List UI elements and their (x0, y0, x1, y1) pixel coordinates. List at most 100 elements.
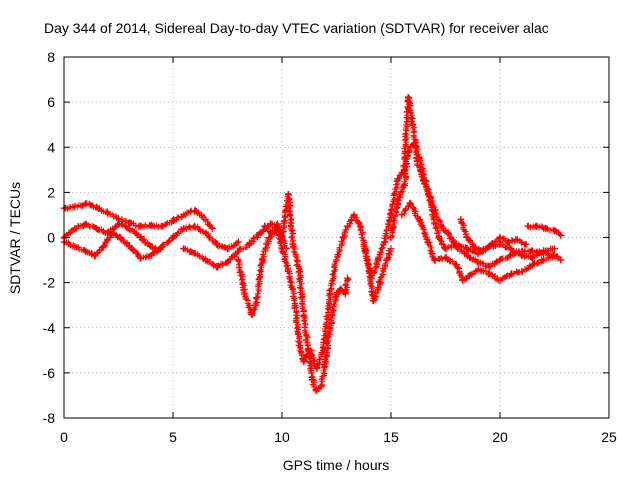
data-point (513, 236, 521, 244)
series-track-6 (278, 190, 352, 395)
data-point (313, 387, 321, 395)
data-point (367, 274, 375, 282)
data-point (343, 274, 351, 282)
data-point (115, 220, 122, 228)
data-point (136, 234, 144, 241)
data-point (180, 245, 188, 253)
y-tick-label: -2 (43, 275, 56, 291)
data-point (191, 206, 199, 214)
data-point (322, 358, 330, 366)
data-point (380, 238, 388, 246)
data-point (285, 191, 293, 199)
data-point (409, 121, 417, 129)
series-track-3 (60, 229, 166, 262)
data-point (428, 211, 436, 219)
data-point (422, 177, 430, 185)
data-point (319, 346, 327, 354)
data-point (234, 238, 242, 246)
series-track-10 (398, 199, 558, 284)
data-point (147, 243, 155, 251)
data-point (459, 276, 467, 284)
data-point (147, 252, 155, 260)
data-point (82, 220, 90, 228)
data-point (93, 203, 101, 211)
data-point (524, 222, 532, 230)
data-point (202, 256, 210, 264)
data-point (234, 247, 242, 255)
data-point (252, 301, 260, 309)
data-point (326, 290, 334, 298)
data-point (463, 245, 471, 253)
data-point (540, 247, 548, 255)
data-point (247, 310, 255, 318)
data-point (470, 243, 478, 251)
y-tick-label: -6 (43, 365, 56, 381)
y-tick-label: -4 (43, 320, 56, 336)
data-point (147, 221, 155, 229)
data-point (437, 222, 445, 230)
data-point (540, 256, 548, 264)
data-point (496, 234, 504, 241)
data-point (213, 263, 221, 271)
data-point (71, 203, 79, 211)
data-point (213, 240, 221, 248)
x-tick-label: 10 (274, 429, 290, 445)
data-point (289, 240, 297, 248)
x-tick-label: 25 (601, 429, 617, 445)
data-point (424, 238, 432, 246)
y-tick-label: 0 (47, 230, 55, 246)
data-point (505, 238, 513, 246)
data-point (485, 263, 493, 271)
data-point (485, 270, 493, 278)
data-point (285, 267, 293, 275)
data-point (542, 224, 550, 232)
data-point (394, 175, 402, 183)
data-point (291, 301, 299, 309)
data-point (191, 249, 199, 257)
chart-title: Day 344 of 2014, Sidereal Day-to-day VTE… (44, 20, 549, 36)
data-point (496, 240, 504, 248)
data-point (313, 364, 321, 372)
data-point (258, 256, 266, 264)
data-point (300, 312, 308, 320)
data-point (125, 224, 133, 232)
data-point (261, 222, 269, 230)
data-point (496, 276, 504, 284)
data-point (398, 211, 406, 219)
data-point (507, 245, 515, 253)
data-point (265, 234, 273, 241)
data-point (169, 234, 177, 241)
data-points (60, 93, 565, 395)
data-point (82, 200, 90, 208)
data-point (376, 279, 384, 287)
data-point (452, 261, 460, 269)
y-axis-label: SDTVAR / TECUs (7, 182, 23, 294)
data-point (551, 245, 558, 253)
data-point (267, 220, 275, 228)
data-point (317, 382, 325, 390)
data-point (557, 256, 565, 264)
data-point (306, 346, 314, 354)
y-tick-label: 8 (47, 49, 55, 65)
data-point (274, 220, 282, 228)
data-point (278, 245, 286, 253)
data-point (197, 211, 205, 219)
data-point (309, 376, 317, 384)
data-point (82, 247, 90, 255)
data-point (463, 252, 471, 260)
data-point (180, 224, 188, 232)
data-point (533, 222, 541, 230)
data-point (339, 234, 347, 241)
data-point (551, 227, 558, 235)
data-point (496, 256, 504, 264)
data-point (343, 222, 351, 230)
x-tick-label: 5 (169, 429, 177, 445)
data-point (387, 234, 395, 241)
data-point (444, 229, 452, 237)
data-point (442, 254, 449, 262)
data-point (337, 285, 345, 293)
data-point (295, 267, 303, 275)
data-point (91, 252, 99, 260)
data-point (361, 245, 369, 253)
